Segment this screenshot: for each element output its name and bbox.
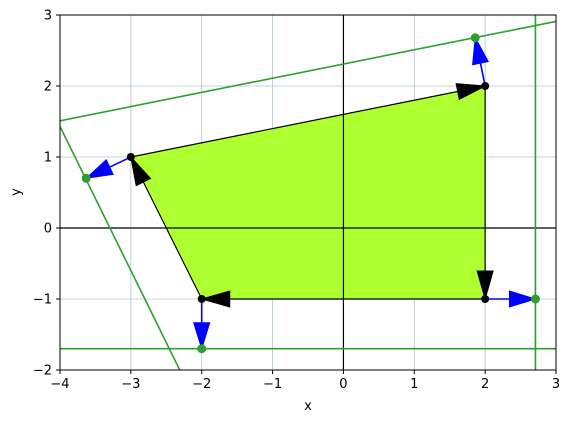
constraint-point [81,173,91,183]
x-tick-label: 1 [410,377,418,392]
y-axis-label: y [9,188,24,196]
normal-vector-arrowhead [84,159,114,180]
constraint-point [530,294,540,304]
y-tick-label: −2 [33,364,52,379]
edge-arrowhead [130,155,152,187]
x-tick-label: −3 [121,377,140,392]
x-tick-label: −2 [192,377,211,392]
plot-frame [59,14,557,371]
constraint-line [60,126,181,370]
constraint-point [197,344,207,354]
feasible-region [130,86,486,299]
y-tick-label: −1 [33,293,52,308]
y-tick-label: 3 [44,9,52,24]
y-tick-label: 1 [44,151,52,166]
x-tick-label: 2 [481,377,489,392]
vertex-point [197,295,206,303]
y-tick-label: 2 [44,80,52,95]
constraint-point [470,33,480,43]
ticks: −4 −3 −2 −1 0 1 2 3 −2 −1 0 1 2 3 [33,9,560,393]
normal-vector-arrowhead [193,322,211,351]
vertex-point [481,82,490,90]
edge-arrowhead [476,270,494,301]
x-tick-label: 0 [339,377,347,392]
x-tick-label: −4 [50,377,69,392]
edge-arrowhead [199,290,231,308]
normal-vector-arrowhead [508,290,538,308]
edge-arrowhead [455,83,487,101]
x-axis-label: x [304,399,312,414]
plot-area [60,15,556,370]
vertex-point [481,295,490,303]
x-tick-label: −1 [263,377,282,392]
y-tick-label: 0 [44,222,52,237]
vertex-point [126,153,135,161]
polygon-edge [130,85,486,158]
normal-vector-arrowhead [472,36,490,66]
x-tick-label: 3 [552,377,560,392]
